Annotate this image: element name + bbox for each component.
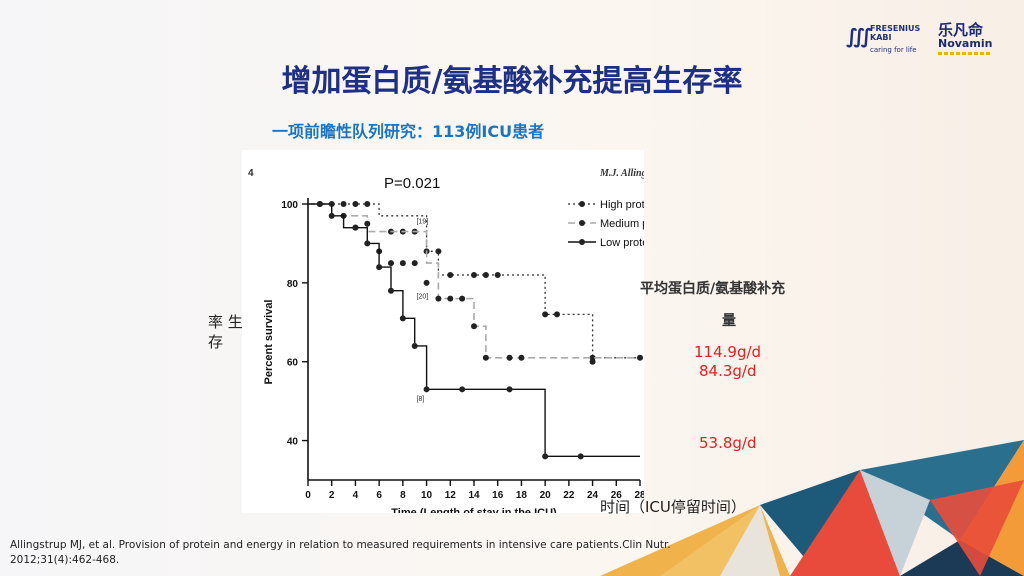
x-tick-label: 4	[353, 490, 359, 501]
data-point-dashed	[589, 358, 596, 365]
data-point-dotted	[471, 271, 477, 278]
data-point-solid	[577, 453, 584, 460]
citation: Allingstrup MJ, et al. Provision of prot…	[10, 539, 671, 566]
data-point-solid	[316, 201, 323, 207]
data-point-solid	[459, 386, 466, 393]
survival-axis-label: 率 生 存	[208, 312, 250, 352]
data-point-dotted	[542, 311, 549, 318]
legend-marker-dashed	[579, 220, 585, 226]
data-point-solid	[542, 453, 549, 460]
n-annotation: [8]	[417, 396, 425, 403]
y-tick-label: 80	[287, 279, 299, 290]
slide-subtitle: 一项前瞻性队列研究：113例ICU患者	[272, 122, 545, 141]
x-tick-label: 0	[305, 490, 311, 501]
panel-label: 4	[248, 168, 254, 179]
y-axis-label: Percent survival	[263, 300, 275, 385]
amount-medium: 84.3g/d	[699, 362, 757, 380]
n-annotation: [19]	[417, 219, 429, 226]
x-tick-label: 2	[329, 490, 335, 501]
data-point-solid	[411, 342, 418, 349]
data-point-dashed	[435, 295, 442, 302]
data-point-dashed	[637, 354, 643, 361]
data-point-solid	[328, 212, 335, 219]
y-tick-label: 100	[281, 200, 298, 211]
survival-chart: 4M.J. Allingstrup et al. /P=0.0214060801…	[242, 150, 704, 519]
data-point-dashed	[399, 260, 406, 267]
slide-title: 增加蛋白质/氨基酸补充提高生存率	[281, 64, 743, 99]
x-tick-label: 18	[516, 490, 528, 501]
fresenius-name: FRESENIUS KABI	[870, 24, 921, 42]
fresenius-tagline: caring for life	[870, 46, 917, 54]
time-label: 时间（ICU停留时间）	[600, 498, 746, 516]
legend-marker-dotted	[579, 201, 585, 207]
legend-label: Medium protein & AA	[600, 218, 644, 230]
amount-header: 平均蛋白质/氨基酸补充	[640, 281, 786, 297]
amount-high: 114.9g/d	[694, 343, 762, 361]
data-point-dotted	[352, 201, 359, 207]
x-tick-label: 28	[634, 490, 644, 501]
amount-unit: 量	[722, 313, 736, 329]
data-point-solid	[506, 386, 513, 393]
data-point-dashed	[364, 220, 371, 227]
x-tick-label: 10	[421, 490, 433, 501]
data-point-dotted	[554, 311, 560, 318]
data-point-dashed	[506, 354, 513, 361]
novamin-en: Novamin	[938, 37, 993, 50]
x-tick-label: 14	[468, 490, 480, 501]
data-point-dotted	[364, 201, 371, 207]
legend-label: High protein & AA	[600, 199, 644, 211]
x-tick-label: 12	[445, 490, 457, 501]
data-point-dashed	[518, 354, 525, 361]
data-point-solid	[376, 264, 383, 271]
series-line-solid	[308, 203, 640, 457]
fresenius-kabi-logo: ∭ FRESENIUS KABI caring for life	[846, 22, 928, 60]
data-point-dotted	[494, 271, 501, 278]
x-tick-label: 22	[563, 490, 575, 501]
data-point-solid	[352, 224, 359, 231]
p-value: P=0.021	[384, 175, 440, 192]
data-point-dashed	[411, 260, 418, 267]
x-tick-label: 8	[400, 490, 406, 501]
legend-marker-solid	[579, 239, 585, 245]
series-line-dotted	[308, 203, 640, 359]
legend-label: Low protein & AA	[600, 237, 644, 249]
survival-label-text: 率 生 存	[208, 313, 243, 351]
n-annotation: [20]	[417, 294, 429, 301]
y-tick-label: 60	[287, 358, 299, 369]
series-line-dashed	[308, 203, 640, 359]
data-point-dashed	[423, 279, 430, 286]
data-point-dashed	[388, 260, 394, 267]
data-point-dashed	[482, 354, 489, 361]
survival-chart-svg: 4M.J. Allingstrup et al. /P=0.0214060801…	[248, 168, 704, 519]
data-point-dotted	[340, 201, 347, 207]
x-axis-label: Time (Length of stay in the ICU)	[391, 507, 557, 513]
data-point-dotted	[482, 271, 489, 278]
data-point-dotted	[447, 271, 454, 278]
data-point-dotted	[435, 248, 442, 255]
y-tick-label: 40	[287, 437, 299, 448]
x-tick-label: 20	[540, 490, 552, 501]
data-point-solid	[399, 315, 406, 322]
x-tick-label: 6	[376, 490, 382, 501]
novamin-logo: 乐凡命 Novamin	[938, 22, 998, 60]
x-tick-label: 24	[587, 490, 599, 501]
novamin-cn: 乐凡命	[938, 21, 984, 39]
data-point-solid	[423, 386, 430, 393]
author-label: M.J. Allingstrup et al. /	[599, 168, 644, 179]
amount-low: 53.8g/d	[699, 434, 757, 452]
data-point-solid	[388, 287, 394, 294]
data-point-dashed	[447, 295, 454, 302]
data-point-dashed	[471, 323, 477, 330]
x-tick-label: 16	[492, 490, 504, 501]
x-tick-label: 26	[611, 490, 623, 501]
data-point-solid	[364, 240, 371, 247]
data-point-dashed	[459, 295, 466, 302]
